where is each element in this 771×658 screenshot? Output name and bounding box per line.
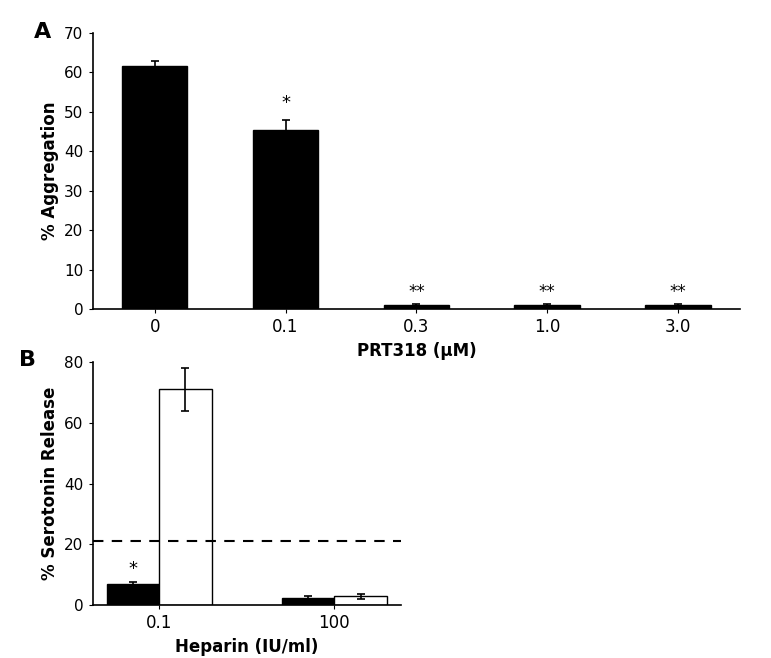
- Text: **: **: [408, 283, 425, 301]
- X-axis label: Heparin (IU/ml): Heparin (IU/ml): [175, 638, 318, 656]
- Text: B: B: [19, 350, 35, 370]
- Bar: [645, 305, 711, 309]
- Bar: [122, 66, 187, 309]
- Bar: [384, 305, 449, 309]
- Text: A: A: [34, 22, 52, 42]
- Text: **: **: [539, 283, 556, 301]
- Bar: [253, 130, 318, 309]
- Bar: [159, 390, 212, 605]
- Bar: [281, 597, 335, 605]
- Text: **: **: [670, 283, 686, 301]
- Y-axis label: % Serotonin Release: % Serotonin Release: [41, 387, 59, 580]
- X-axis label: PRT318 (μM): PRT318 (μM): [356, 342, 476, 360]
- Text: *: *: [128, 560, 137, 578]
- Bar: [106, 584, 159, 605]
- Bar: [335, 596, 387, 605]
- Text: *: *: [281, 94, 290, 112]
- Bar: [514, 305, 580, 309]
- Y-axis label: % Aggregation: % Aggregation: [41, 102, 59, 240]
